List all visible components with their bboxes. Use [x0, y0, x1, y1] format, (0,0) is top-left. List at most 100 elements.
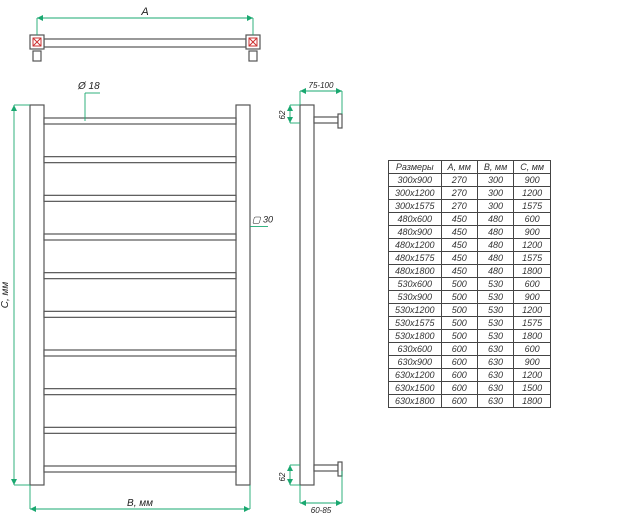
table-cell: 630x1500	[389, 382, 442, 395]
table-cell: 600	[514, 213, 551, 226]
table-cell: 1200	[514, 304, 551, 317]
diagram-container: AØ 18▢ 30B, ммC, мм75-100626260-85 Разме…	[0, 0, 636, 530]
table-cell: 630	[477, 382, 513, 395]
table-cell: 600	[441, 369, 477, 382]
svg-text:62: 62	[278, 472, 287, 481]
table-cell: 530x1575	[389, 317, 442, 330]
table-header-cell: B, мм	[477, 161, 513, 174]
table-cell: 630	[477, 395, 513, 408]
svg-text:Ø 18: Ø 18	[77, 81, 100, 92]
table-cell: 270	[441, 200, 477, 213]
table-cell: 300x1575	[389, 200, 442, 213]
table-row: 630x600600630600	[389, 343, 551, 356]
table-row: 630x900600630900	[389, 356, 551, 369]
table-row: 630x18006006301800	[389, 395, 551, 408]
table-cell: 530x1800	[389, 330, 442, 343]
table-row: 480x900450480900	[389, 226, 551, 239]
table-row: 480x12004504801200	[389, 239, 551, 252]
table-cell: 900	[514, 226, 551, 239]
table-row: 530x600500530600	[389, 278, 551, 291]
table-cell: 480x1800	[389, 265, 442, 278]
table-cell: 300	[477, 200, 513, 213]
table-cell: 600	[441, 395, 477, 408]
table-cell: 480x1575	[389, 252, 442, 265]
table-row: 630x12006006301200	[389, 369, 551, 382]
svg-text:75-100: 75-100	[309, 81, 334, 90]
table-row: 300x12002703001200	[389, 187, 551, 200]
table-header-cell: Размеры	[389, 161, 442, 174]
table-row: 480x18004504801800	[389, 265, 551, 278]
table-row: 300x900270300900	[389, 174, 551, 187]
svg-text:62: 62	[278, 110, 287, 119]
table-row: 300x15752703001575	[389, 200, 551, 213]
table-cell: 300x900	[389, 174, 442, 187]
table-cell: 480	[477, 213, 513, 226]
table-cell: 480	[477, 252, 513, 265]
table-cell: 500	[441, 291, 477, 304]
table-cell: 1575	[514, 200, 551, 213]
table-cell: 300	[477, 187, 513, 200]
table-cell: 1200	[514, 369, 551, 382]
table-cell: 480x1200	[389, 239, 442, 252]
table-cell: 500	[441, 304, 477, 317]
table-cell: 1800	[514, 265, 551, 278]
table-row: 530x900500530900	[389, 291, 551, 304]
table-cell: 500	[441, 317, 477, 330]
svg-text:B, мм: B, мм	[127, 498, 153, 509]
table-cell: 600	[441, 356, 477, 369]
table-cell: 450	[441, 239, 477, 252]
table-header-cell: A, мм	[441, 161, 477, 174]
table-cell: 1800	[514, 330, 551, 343]
table-cell: 630x1800	[389, 395, 442, 408]
table-cell: 530x900	[389, 291, 442, 304]
table-cell: 480x600	[389, 213, 442, 226]
table-cell: 630x900	[389, 356, 442, 369]
table-cell: 480	[477, 226, 513, 239]
svg-text:▢ 30: ▢ 30	[252, 215, 273, 225]
table-cell: 1800	[514, 395, 551, 408]
table-cell: 270	[441, 187, 477, 200]
table-cell: 300x1200	[389, 187, 442, 200]
table-cell: 530	[477, 330, 513, 343]
table-cell: 600	[441, 343, 477, 356]
table-cell: 480	[477, 265, 513, 278]
table-cell: 530	[477, 304, 513, 317]
table-cell: 450	[441, 226, 477, 239]
table-cell: 600	[514, 278, 551, 291]
table-cell: 630	[477, 356, 513, 369]
table-cell: 1200	[514, 187, 551, 200]
svg-text:C, мм: C, мм	[0, 282, 11, 309]
table-cell: 480x900	[389, 226, 442, 239]
table-header-cell: C, мм	[514, 161, 551, 174]
table-cell: 630	[477, 369, 513, 382]
table-cell: 530x1200	[389, 304, 442, 317]
table-cell: 630x1200	[389, 369, 442, 382]
table-cell: 900	[514, 291, 551, 304]
svg-text:A: A	[140, 6, 148, 18]
table-cell: 630x600	[389, 343, 442, 356]
table-cell: 300	[477, 174, 513, 187]
table-cell: 530	[477, 317, 513, 330]
table-cell: 270	[441, 174, 477, 187]
table-cell: 1575	[514, 317, 551, 330]
table-row: 530x12005005301200	[389, 304, 551, 317]
svg-text:60-85: 60-85	[311, 506, 332, 515]
table-cell: 900	[514, 174, 551, 187]
table-row: 480x600450480600	[389, 213, 551, 226]
table-cell: 1200	[514, 239, 551, 252]
table-row: 630x15006006301500	[389, 382, 551, 395]
table-cell: 900	[514, 356, 551, 369]
table-cell: 1575	[514, 252, 551, 265]
table-cell: 530	[477, 278, 513, 291]
table-row: 480x15754504801575	[389, 252, 551, 265]
table-cell: 600	[441, 382, 477, 395]
table-cell: 450	[441, 265, 477, 278]
table-cell: 1500	[514, 382, 551, 395]
table-cell: 500	[441, 330, 477, 343]
table-row: 530x18005005301800	[389, 330, 551, 343]
dimensions-table: РазмерыA, ммB, ммC, мм 300x9002703009003…	[388, 160, 551, 408]
table-cell: 450	[441, 252, 477, 265]
table-cell: 630	[477, 343, 513, 356]
table-cell: 530	[477, 291, 513, 304]
table-cell: 450	[441, 213, 477, 226]
